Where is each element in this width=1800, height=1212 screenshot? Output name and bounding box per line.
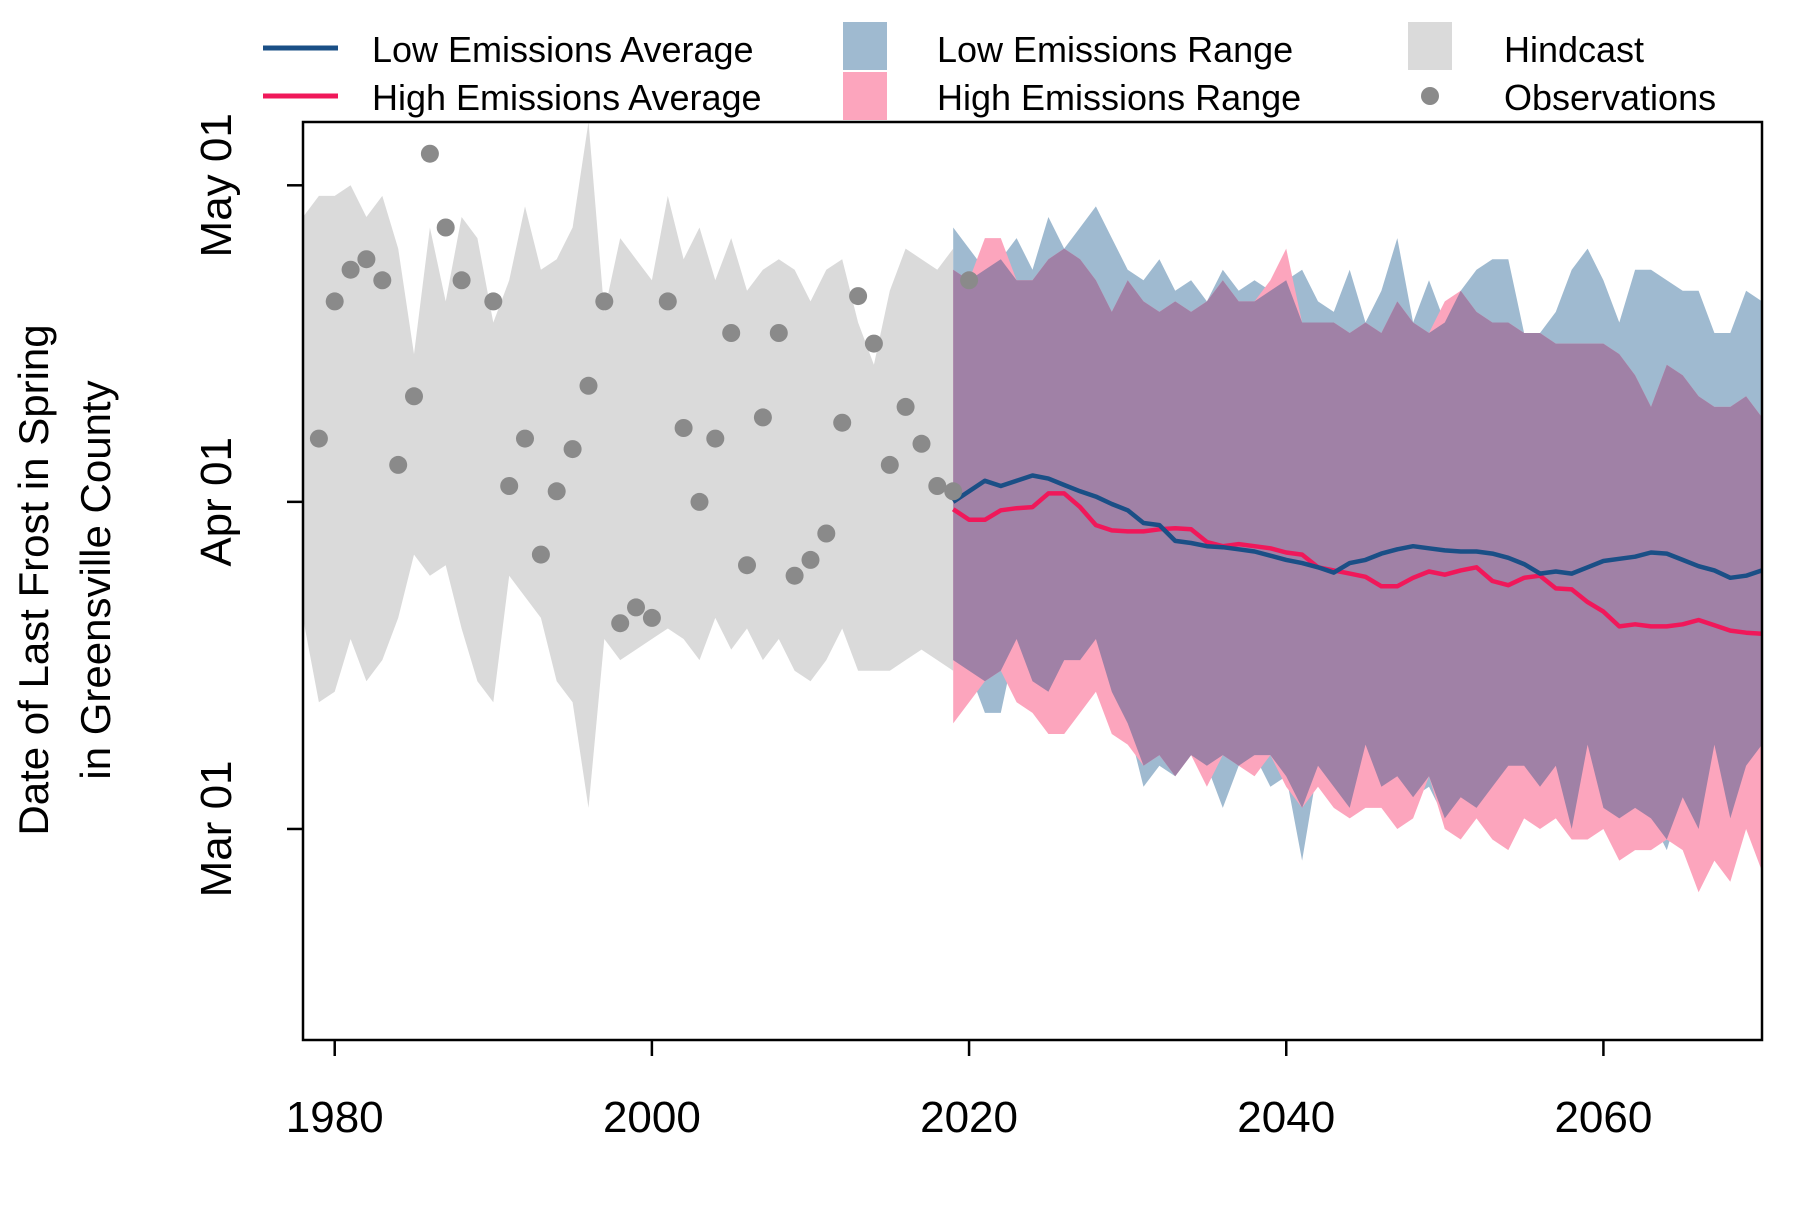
observation-point xyxy=(785,566,804,585)
observation-point xyxy=(706,429,725,448)
average-lines-layer xyxy=(951,473,1762,637)
observation-point xyxy=(753,408,772,427)
observation-point xyxy=(944,482,963,501)
observation-point xyxy=(627,598,645,617)
observation-point xyxy=(738,556,756,575)
x-axis: 1980 2000 2020 2040 2060 xyxy=(286,1040,1652,1142)
legend-label-low-range: Low Emissions Range xyxy=(937,29,1293,70)
ranges-layer xyxy=(953,206,1762,893)
observation-point xyxy=(420,144,439,163)
observation-point xyxy=(579,376,598,395)
x-tick-label: 1980 xyxy=(286,1093,384,1142)
legend-label-low-average: Low Emissions Average xyxy=(372,29,754,70)
x-tick-label: 2060 xyxy=(1554,1093,1652,1142)
legend-swatch-observations xyxy=(1421,87,1439,105)
observation-point xyxy=(531,545,550,564)
legend-label-high-range: High Emissions Range xyxy=(937,77,1301,118)
plot-area xyxy=(303,122,1762,893)
observation-point xyxy=(769,324,788,342)
observation-point xyxy=(849,287,868,306)
observation-point xyxy=(880,455,899,474)
observation-point xyxy=(595,292,614,311)
observation-point xyxy=(563,440,582,459)
observation-point xyxy=(722,324,741,342)
observation-point xyxy=(928,477,947,495)
range-overlap-band xyxy=(953,248,1762,840)
observation-point xyxy=(642,608,661,627)
observation-point xyxy=(896,397,915,416)
x-tick-label: 2000 xyxy=(603,1093,701,1142)
legend-label-observations: Observations xyxy=(1504,77,1716,118)
observation-point xyxy=(912,434,931,453)
observation-point xyxy=(373,271,392,290)
observation-point xyxy=(500,477,519,495)
observation-point xyxy=(436,218,455,237)
observation-point xyxy=(611,614,630,633)
observations-layer xyxy=(309,144,979,633)
observation-point xyxy=(357,250,376,269)
y-tick-label: May 01 xyxy=(192,113,241,257)
observation-point xyxy=(658,292,677,311)
observation-point xyxy=(325,292,344,311)
y-tick-label: Apr 01 xyxy=(192,437,241,567)
observation-point xyxy=(960,271,979,290)
x-tick-label: 2020 xyxy=(920,1093,1018,1142)
observation-point xyxy=(690,492,709,511)
observation-point xyxy=(484,292,503,311)
observation-point xyxy=(547,482,566,501)
observation-point xyxy=(341,260,360,279)
legend-label-high-average: High Emissions Average xyxy=(372,77,762,118)
y-axis-title-line-1: Date of Last Frost in Spring xyxy=(10,324,57,835)
low-emissions-average-line xyxy=(951,473,1762,581)
observation-point xyxy=(405,387,423,406)
high-emissions-average-line xyxy=(951,491,1762,637)
y-axis: Mar 01 Apr 01 May 01 xyxy=(192,113,303,897)
observation-point xyxy=(801,550,820,569)
hindcast-layer xyxy=(303,122,954,808)
observation-point xyxy=(833,413,852,432)
observation-point xyxy=(516,429,534,448)
observation-point xyxy=(452,271,471,290)
legend: Low Emissions Average High Emissions Ave… xyxy=(263,22,1716,120)
legend-swatch-high-range xyxy=(843,72,887,120)
legend-swatch-low-range xyxy=(843,22,887,70)
y-axis-title-line-2: in Greensville County xyxy=(72,380,119,779)
observation-point xyxy=(864,334,883,353)
y-tick-label: Mar 01 xyxy=(192,760,241,897)
legend-swatch-hindcast xyxy=(1408,22,1452,70)
observation-point xyxy=(389,455,408,474)
legend-label-hindcast: Hindcast xyxy=(1504,29,1644,70)
observation-point xyxy=(817,524,836,543)
hindcast-band xyxy=(303,122,954,808)
plot-frame xyxy=(301,120,1764,1042)
observation-point xyxy=(309,429,328,448)
x-tick-label: 2040 xyxy=(1237,1093,1335,1142)
observation-point xyxy=(674,419,693,437)
